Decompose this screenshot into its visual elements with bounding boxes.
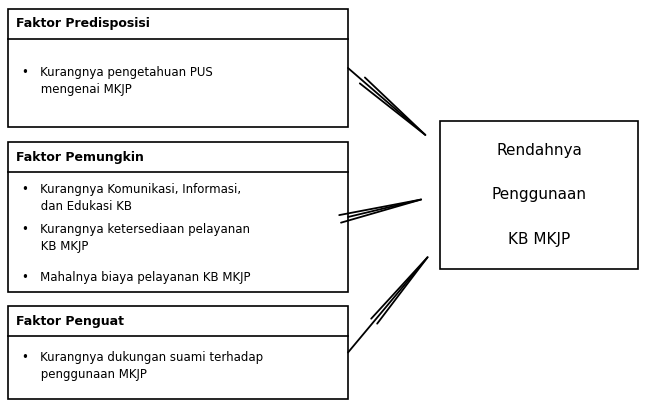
Bar xyxy=(8,306,348,399)
Text: •   Kurangnya ketersediaan pelayanan
     KB MKJP: • Kurangnya ketersediaan pelayanan KB MK… xyxy=(22,223,250,253)
Text: Faktor Penguat: Faktor Penguat xyxy=(16,315,124,328)
Text: Faktor Pemungkin: Faktor Pemungkin xyxy=(16,151,144,164)
Text: Faktor Predisposisi: Faktor Predisposisi xyxy=(16,18,150,31)
Bar xyxy=(8,142,348,292)
Bar xyxy=(8,9,348,127)
Bar xyxy=(440,121,638,269)
Text: •   Kurangnya dukungan suami terhadap
     penggunaan MKJP: • Kurangnya dukungan suami terhadap peng… xyxy=(22,352,263,381)
Text: •   Kurangnya Komunikasi, Informasi,
     dan Edukasi KB: • Kurangnya Komunikasi, Informasi, dan E… xyxy=(22,183,241,213)
Text: Rendahnya

Penggunaan

KB MKJP: Rendahnya Penggunaan KB MKJP xyxy=(492,143,587,247)
Text: •   Kurangnya pengetahuan PUS
     mengenai MKJP: • Kurangnya pengetahuan PUS mengenai MKJ… xyxy=(22,66,213,96)
Text: •   Mahalnya biaya pelayanan KB MKJP: • Mahalnya biaya pelayanan KB MKJP xyxy=(22,271,250,284)
